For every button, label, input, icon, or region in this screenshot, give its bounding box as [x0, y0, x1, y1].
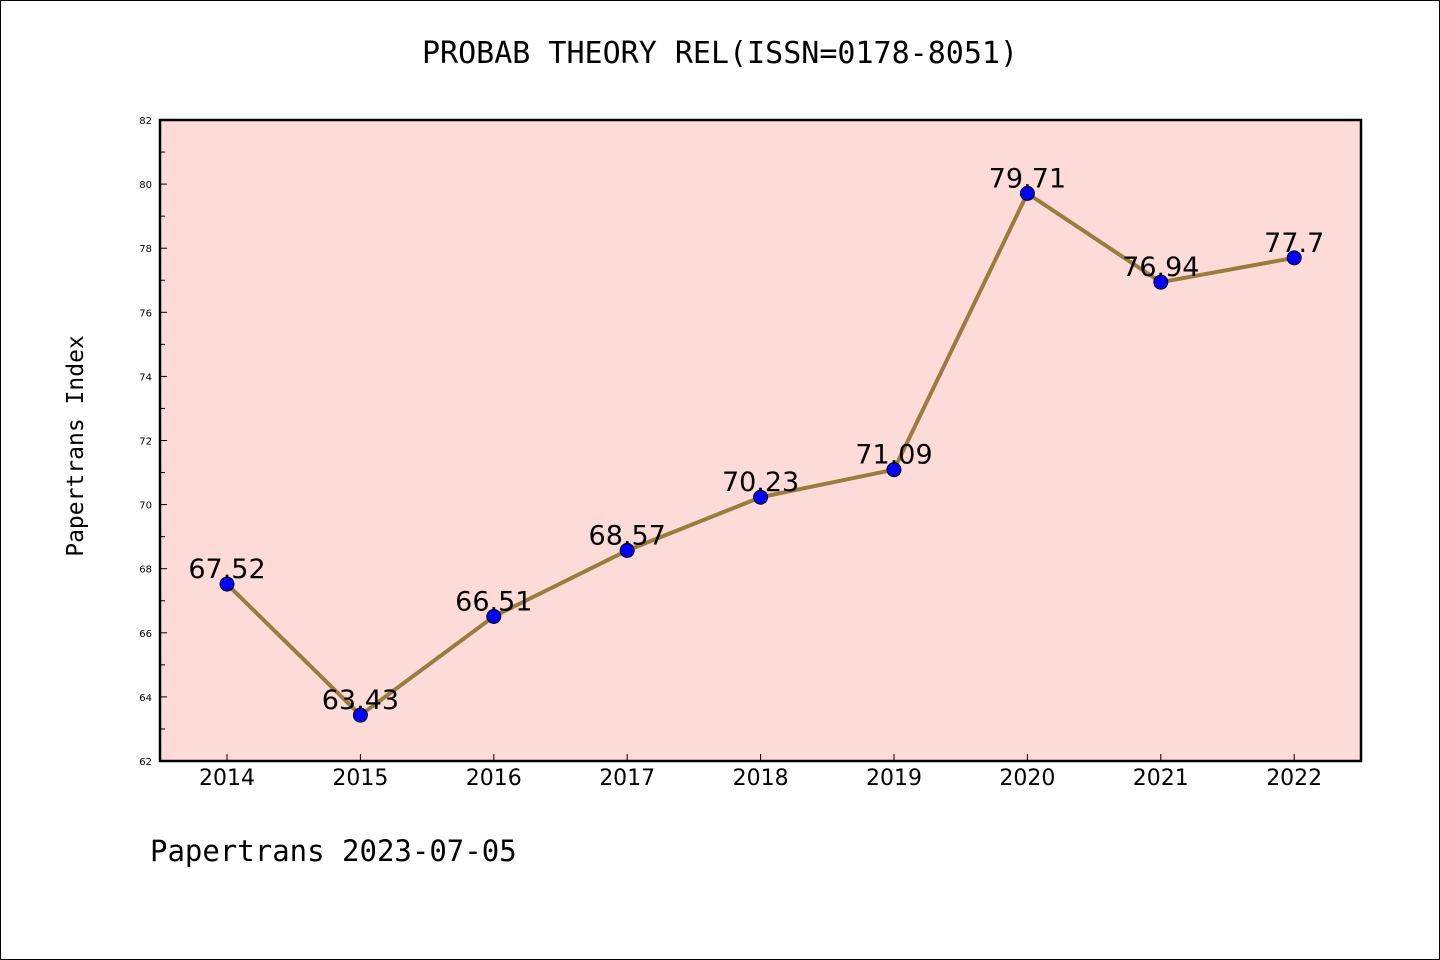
chart-title: PROBAB THEORY REL(ISSN=0178-8051) — [421, 36, 1019, 71]
x-tick-label: 2014 — [199, 766, 255, 791]
data-point — [753, 489, 769, 505]
x-tick-label: 2017 — [599, 766, 655, 791]
plot-border — [158, 118, 1363, 763]
x-tick-label: 2022 — [1266, 766, 1322, 791]
y-tick-label: 74 — [139, 372, 152, 383]
data-label: 71.09 — [855, 440, 932, 471]
y-tick-label: 76 — [139, 308, 152, 319]
x-tick-label: 2015 — [332, 766, 388, 791]
plot-area — [160, 120, 1361, 761]
y-tick-label: 64 — [139, 693, 152, 704]
data-label: 79.71 — [989, 163, 1066, 194]
y-tick-label: 82 — [139, 116, 152, 127]
data-label: 67.52 — [188, 554, 265, 585]
y-tick-label: 72 — [139, 437, 152, 448]
data-point — [619, 542, 635, 558]
data-label: 68.57 — [589, 520, 666, 551]
data-point — [886, 462, 902, 478]
data-point — [1286, 250, 1302, 266]
data-label: 77.7 — [1264, 228, 1324, 259]
footer-note: Papertrans 2023-07-05 — [150, 834, 517, 868]
x-axis-ticks: 2014 2015 2016 2017 2018 2019 2020 2021 2022 — [199, 754, 1322, 791]
y-tick-label: 66 — [139, 629, 152, 640]
data-point — [1153, 274, 1169, 290]
y-tick-label: 78 — [139, 244, 152, 255]
data-label: 76.94 — [1122, 252, 1199, 283]
data-point — [486, 608, 502, 624]
data-point — [1019, 185, 1035, 201]
y-tick-label: 62 — [139, 757, 152, 768]
x-tick-label: 2019 — [866, 766, 922, 791]
data-label: 66.51 — [455, 586, 532, 617]
data-labels: 67.52 63.43 66.51 68.57 70.23 71.09 79.71 76.94… — [188, 163, 1324, 716]
y-tick-label: 80 — [139, 180, 152, 191]
data-label: 63.43 — [322, 685, 399, 716]
data-label: 70.23 — [722, 467, 799, 498]
x-tick-label: 2021 — [1133, 766, 1189, 791]
data-markers — [219, 185, 1302, 723]
x-tick-label: 2016 — [466, 766, 522, 791]
y-tick-label: 68 — [139, 565, 152, 576]
x-tick-label: 2018 — [733, 766, 789, 791]
data-point — [219, 576, 235, 592]
y-tick-label: 70 — [139, 501, 152, 512]
x-tick-label: 2020 — [999, 766, 1055, 791]
data-point — [352, 707, 368, 723]
